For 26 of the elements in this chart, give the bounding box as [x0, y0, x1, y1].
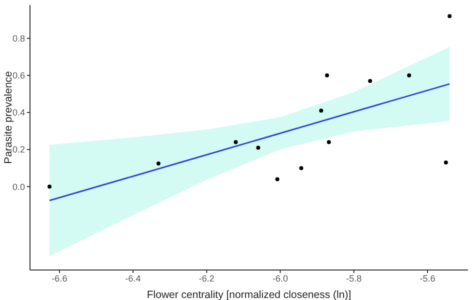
point	[326, 140, 331, 144]
point	[234, 140, 238, 144]
point	[448, 14, 452, 18]
point	[48, 184, 52, 189]
x-tick-label: -5.6	[420, 273, 436, 284]
x-tick-label: -6.0	[272, 273, 288, 284]
y-tick-label: 0.8	[12, 34, 25, 44]
y-tick-label: 0.0	[12, 182, 25, 192]
point	[319, 108, 324, 113]
x-tick-label: -6.6	[52, 273, 68, 284]
point	[156, 161, 160, 166]
point	[275, 177, 280, 182]
point	[444, 160, 448, 165]
x-tick-label: -6.2	[198, 273, 214, 284]
point	[368, 78, 372, 83]
x-tick-label: -5.8	[346, 273, 362, 284]
x-axis-title: Flower centrality [normalized closeness (ln)]	[146, 289, 352, 300]
point	[256, 146, 260, 150]
x-tick-label: -6.4	[125, 273, 141, 284]
line-series	[48, 83, 450, 202]
point	[325, 73, 330, 78]
point	[407, 73, 412, 78]
y-tick-label: 0.2	[12, 144, 25, 155]
point	[299, 166, 304, 170]
y-tick-label: 0.6	[12, 70, 25, 81]
y-tick-label: 0.4	[12, 108, 25, 118]
